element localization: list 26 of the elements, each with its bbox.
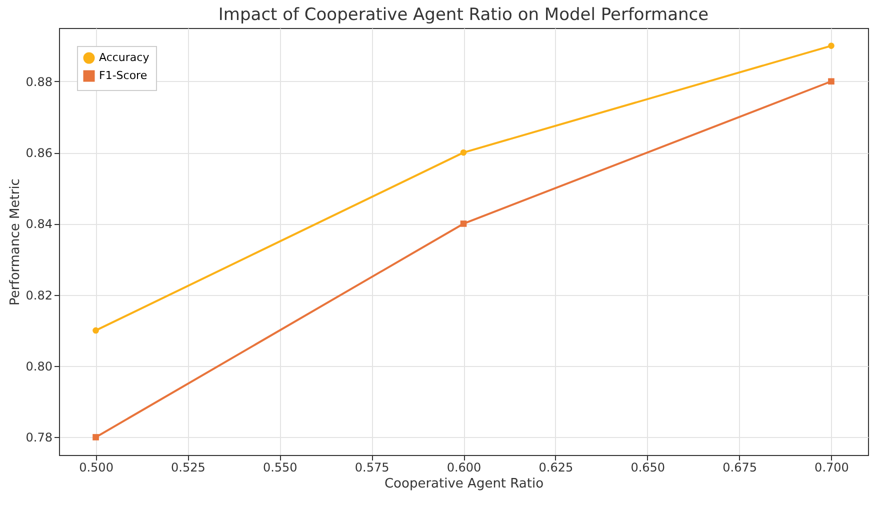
legend-label: F1-Score	[99, 69, 148, 82]
point	[828, 78, 834, 85]
point	[92, 434, 99, 440]
x-tick-label: 0.675	[722, 460, 757, 474]
y-tick-label: 0.80	[26, 360, 52, 374]
x-tick-label: 0.500	[79, 460, 114, 474]
chart-title: Impact of Cooperative Agent Ratio on Model Performance	[218, 5, 709, 25]
x-axis-title: Cooperative Agent Ratio	[384, 476, 544, 492]
y-tick-label: 0.86	[26, 146, 52, 160]
point	[460, 220, 467, 227]
x-tick-label: 0.625	[538, 460, 574, 474]
point	[828, 42, 834, 49]
y-tick-label: 0.88	[26, 74, 52, 89]
legend-label: Accuracy	[99, 51, 150, 64]
x-tick-label: 0.550	[262, 460, 298, 474]
x-tick-label: 0.700	[814, 460, 849, 474]
x-tick-label: 0.575	[354, 460, 390, 474]
y-tick-label: 0.78	[26, 430, 52, 445]
y-tick-label: 0.82	[26, 288, 52, 302]
x-tick-label: 0.600	[446, 460, 482, 474]
x-tick-label: 0.650	[630, 460, 666, 474]
y-tick-label: 0.84	[26, 217, 52, 232]
x-tick-label: 0.525	[171, 460, 206, 474]
point	[92, 327, 99, 334]
point	[460, 149, 467, 156]
y-axis-title: Performance Metric	[8, 178, 23, 306]
